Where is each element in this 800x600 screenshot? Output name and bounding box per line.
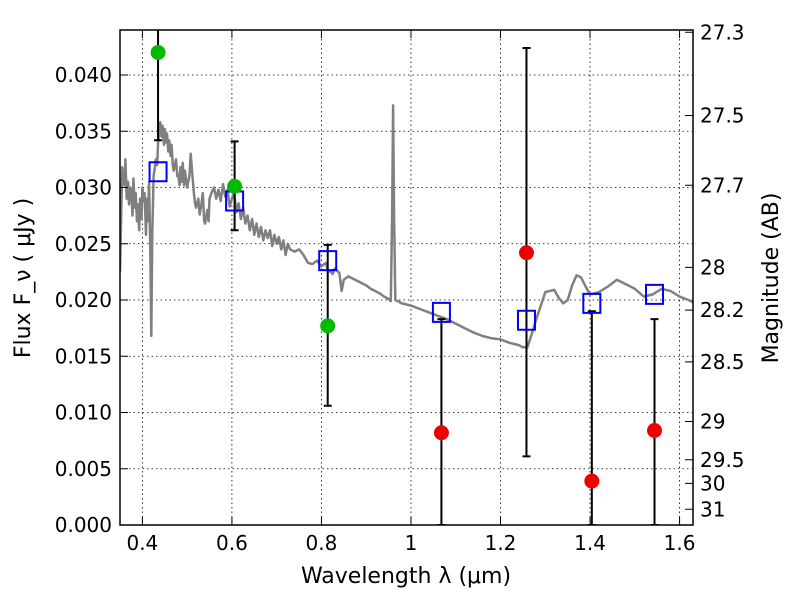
magnitude-tick-label: 28.5 [700,350,745,374]
y-tick-label: 0.020 [55,288,112,312]
observed-flux-marker [227,178,243,194]
y-tick-label: 0.035 [55,119,112,143]
magnitude-tick-label: 29.5 [700,448,745,472]
model-photometry-marker [318,250,338,272]
magnitude-tick-label: 28.2 [700,298,745,322]
y-tick-label: 0.025 [55,232,112,256]
plot-frame [119,29,694,526]
model-spectrum-line [120,104,693,349]
magnitude-tick-label: 29 [700,410,725,434]
x-tick-label: 1.2 [485,531,517,555]
y-axis-title: Flux F_ν ( μJy ) [11,198,36,358]
y-tick-label: 0.030 [55,176,112,200]
axis-ticks [120,30,693,526]
model-spectrum-layer [120,104,693,349]
x-tick-label: 1 [405,531,418,555]
observed-flux-marker [433,425,449,441]
model-photometry-marker [645,283,665,305]
model-photometry-marker [516,309,536,331]
model-photometry-marker [148,161,168,183]
magnitude-tick-label: 27.7 [700,173,745,197]
y-tick-label: 0.000 [55,513,112,537]
observed-flux-marker [518,245,534,261]
x-tick-label: 1.4 [574,531,606,555]
magnitude-tick-label: 30 [700,471,725,495]
observed-flux-marker [150,45,166,60]
model-photometry-marker [582,292,602,314]
y-tick-label: 0.005 [55,457,112,481]
x-tick-label: 0.6 [216,531,248,555]
x-tick-label: 0.8 [306,531,338,555]
magnitude-tick-label: 27.3 [700,20,745,44]
y-tick-label: 0.040 [55,63,112,87]
y-tick-labels: 0.000 0.005 0.010 0.015 0.020 0.025 0.030 0.035… [55,63,112,537]
magnitude-tick-label: 28 [700,255,725,279]
magnitude-tick-label: 31 [700,497,725,521]
error-bars [154,30,659,525]
right-axis-title: Magnitude (AB) [759,193,784,364]
magnitude-tick-label: 27.5 [700,104,745,128]
x-tick-label: 0.4 [126,531,158,555]
observed-flux-marker [647,423,663,438]
data-markers [148,45,665,489]
x-tick-labels: 0.4 0.6 0.8 1 1.2 1.4 1.6 [126,531,695,555]
model-photometry-marker [431,301,451,323]
y-tick-label: 0.010 [55,401,112,425]
x-axis-title: Wavelength λ (μm) [301,564,511,589]
x-tick-label: 1.6 [664,531,696,555]
y-tick-label: 0.015 [55,344,112,368]
observed-flux-marker [320,318,336,334]
grid [120,30,693,526]
observed-flux-marker [584,473,600,489]
